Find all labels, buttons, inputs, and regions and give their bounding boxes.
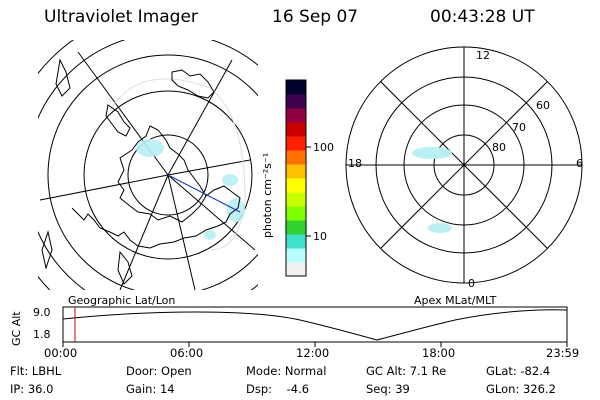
colorbar-tick-label-10: 10 — [313, 230, 327, 243]
coastline — [171, 69, 215, 99]
date-label: 16 Sep 07 — [272, 7, 359, 27]
colorbar-stripe — [286, 80, 306, 95]
mlat-label-70: 70 — [512, 121, 526, 134]
mlt-line — [380, 81, 548, 249]
colorbar-stripe — [286, 206, 306, 221]
dsp-info: Dsp: -4.6 — [246, 382, 310, 396]
ip-info: IP: 36.0 — [10, 382, 54, 396]
mlat-circle — [433, 134, 495, 196]
lon-line — [167, 174, 256, 251]
aurora-patch — [227, 198, 245, 222]
mlat-label-80: 80 — [492, 141, 506, 154]
lat-circle — [47, 54, 258, 290]
lon-line — [167, 174, 196, 290]
mlat-circle — [345, 46, 583, 284]
alt-ylabel: GC Alt — [10, 311, 23, 346]
alt-xtick-2359: 23:59 — [546, 346, 580, 360]
gc-alt-info: GC Alt: 7.1 Re — [366, 364, 447, 378]
time-label: 00:43:28 UT — [430, 7, 535, 27]
colorbar-stripe — [286, 150, 306, 165]
colorbar-stripe — [286, 262, 306, 277]
gain-info: Gain: 14 — [126, 382, 175, 396]
colorbar-stripe — [286, 136, 306, 151]
coastline — [41, 58, 133, 285]
lon-line — [77, 51, 169, 176]
coastline — [71, 125, 241, 249]
mlt-label-12: 12 — [476, 49, 490, 62]
instrument-title: Ultraviolet Imager — [44, 7, 198, 27]
alt-xtick-1800: 18:00 — [422, 346, 456, 360]
alt-xtick-0000: 00:00 — [44, 346, 78, 360]
view-edge — [109, 78, 246, 251]
mlt-label-0: 0 — [468, 277, 475, 290]
lon-line — [167, 59, 233, 176]
alt-xtick-0600: 06:00 — [170, 346, 204, 360]
colorbar-stripe — [286, 248, 306, 263]
coastline — [105, 104, 131, 137]
colorbar-stripe — [286, 178, 306, 193]
mode-info: Mode: Normal — [246, 364, 327, 378]
colorbar-unit-label: photon cm⁻²s⁻¹ — [261, 152, 274, 238]
alt-xtick-1200: 12:00 — [296, 346, 330, 360]
lon-line — [167, 159, 251, 176]
mlat-circle — [375, 76, 553, 254]
colorbar-stripe — [286, 122, 306, 137]
mlt-label-18: 18 — [348, 157, 362, 170]
alt-ytick-low: 1.8 — [33, 328, 51, 341]
lat-circle — [127, 134, 209, 216]
door-info: Door: Open — [126, 364, 192, 378]
colorbar-stripe — [286, 192, 306, 207]
aurora-patch — [222, 174, 238, 186]
lon-line — [39, 174, 169, 201]
colorbar-stripe — [286, 164, 306, 179]
colorbar-tick-label-100: 100 — [313, 141, 334, 154]
mlat-label-60: 60 — [536, 99, 550, 112]
aurora-patch — [412, 147, 452, 159]
geographic-caption: Geographic Lat/Lon — [68, 294, 176, 307]
mlt-label-6: 6 — [576, 157, 583, 170]
view-direction-line — [167, 174, 241, 213]
glat-info: GLat: -82.4 — [486, 364, 551, 378]
altitude-curve — [62, 309, 568, 341]
mlt-line — [380, 81, 548, 249]
colorbar-stripe — [286, 108, 306, 123]
colorbar-stripe — [286, 94, 306, 109]
colorbar-stripe — [286, 220, 306, 235]
filter-info: Flt: LBHL — [10, 364, 62, 378]
seq-info: Seq: 39 — [366, 382, 410, 396]
aurora-patch — [428, 223, 452, 233]
colorbar-stripe — [286, 234, 306, 249]
lon-line — [119, 174, 169, 290]
glon-info: GLon: 326.2 — [486, 382, 556, 396]
lat-circle — [38, 40, 75, 290]
aurora-patch — [136, 139, 164, 157]
alt-ytick-high: 9.0 — [33, 306, 51, 319]
apex-caption: Apex MLat/MLT — [414, 294, 497, 307]
lat-circle — [83, 90, 253, 260]
mlat-circle — [403, 104, 525, 226]
aurora-patch — [204, 230, 216, 240]
